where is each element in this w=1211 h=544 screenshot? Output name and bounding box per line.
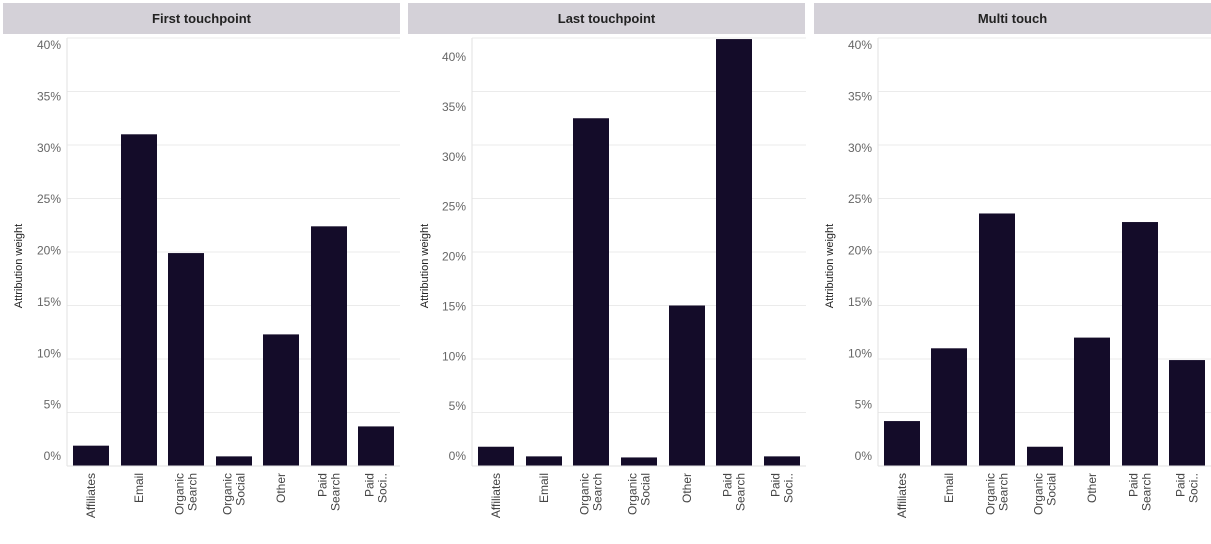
panel-title-first-touchpoint: First touchpoint <box>3 3 400 34</box>
bar-organic-social <box>621 457 657 466</box>
bar-affiliates <box>73 445 109 466</box>
x-tick-label: PaidSoci.. <box>769 473 796 503</box>
y-tick-label: 15% <box>848 295 872 309</box>
y-tick-label: 25% <box>37 192 61 206</box>
x-tick-label: Affiliates <box>489 473 503 518</box>
x-tick-label: OrganicSearch <box>578 473 605 515</box>
bar-organic-search <box>979 213 1015 466</box>
y-tick-label: 30% <box>37 141 61 155</box>
y-tick-label: 20% <box>37 244 61 258</box>
x-tick-label: OrganicSocial <box>221 473 248 515</box>
x-tick-label: Affiliates <box>895 473 909 518</box>
y-tick-label: 35% <box>37 89 61 103</box>
x-tick-label: Other <box>1085 473 1099 503</box>
x-tick-label: Email <box>942 473 956 503</box>
bar-other <box>669 305 705 466</box>
bar-email <box>121 134 157 467</box>
y-tick-label: 40% <box>442 50 466 64</box>
x-tick-label: Other <box>680 473 694 503</box>
x-tick-label: Affiliates <box>84 473 98 518</box>
x-tick-label: OrganicSearch <box>173 473 200 515</box>
bar-organic-social <box>216 456 252 466</box>
bar-paid-search <box>311 226 347 466</box>
y-axis-title: Attribution weight <box>419 224 431 308</box>
bar-organic-search <box>573 118 609 466</box>
y-tick-label: 30% <box>848 141 872 155</box>
bar-paid-soci <box>1169 360 1205 466</box>
y-tick-label: 0% <box>44 449 62 463</box>
y-tick-label: 5% <box>449 399 467 413</box>
y-tick-label: 0% <box>855 449 873 463</box>
x-tick-label: PaidSoci.. <box>363 473 390 503</box>
bar-organic-social <box>1027 446 1063 466</box>
y-tick-label: 40% <box>848 38 872 52</box>
y-tick-label: 30% <box>442 150 466 164</box>
x-tick-label: PaidSearch <box>316 473 343 511</box>
bar-email <box>931 348 967 466</box>
y-tick-label: 5% <box>855 398 873 412</box>
x-tick-label: OrganicSocial <box>1032 473 1059 515</box>
x-tick-label: PaidSoci.. <box>1174 473 1201 503</box>
y-tick-label: 0% <box>449 449 467 463</box>
y-axis-title: Attribution weight <box>824 224 836 308</box>
y-tick-label: 25% <box>848 192 872 206</box>
y-tick-label: 15% <box>442 299 466 313</box>
y-tick-label: 10% <box>848 346 872 360</box>
x-tick-label: OrganicSocial <box>626 473 653 515</box>
y-tick-label: 10% <box>37 346 61 360</box>
y-tick-label: 10% <box>442 349 466 363</box>
y-axis-title: Attribution weight <box>13 224 25 308</box>
y-tick-label: 5% <box>44 398 62 412</box>
bar-paid-soci <box>764 456 800 466</box>
bar-email <box>526 456 562 466</box>
bar-organic-search <box>168 253 204 466</box>
bar-other <box>263 334 299 466</box>
y-tick-label: 25% <box>442 200 466 214</box>
x-tick-label: PaidSearch <box>1127 473 1154 511</box>
y-tick-label: 20% <box>442 250 466 264</box>
y-tick-label: 35% <box>442 100 466 114</box>
x-tick-label: Email <box>537 473 551 503</box>
panel-title-last-touchpoint: Last touchpoint <box>408 3 805 34</box>
y-tick-label: 20% <box>848 244 872 258</box>
bar-affiliates <box>884 421 920 466</box>
y-tick-label: 35% <box>848 89 872 103</box>
bar-paid-search <box>716 39 752 466</box>
bar-affiliates <box>478 446 514 466</box>
y-tick-label: 15% <box>37 295 61 309</box>
bar-paid-soci <box>358 426 394 466</box>
x-tick-label: PaidSearch <box>721 473 748 511</box>
bar-paid-search <box>1122 222 1158 466</box>
x-tick-label: OrganicSearch <box>984 473 1011 515</box>
panel-title-multi-touch: Multi touch <box>814 3 1211 34</box>
bar-other <box>1074 337 1110 466</box>
x-tick-label: Other <box>274 473 288 503</box>
y-tick-label: 40% <box>37 38 61 52</box>
x-tick-label: Email <box>132 473 146 503</box>
